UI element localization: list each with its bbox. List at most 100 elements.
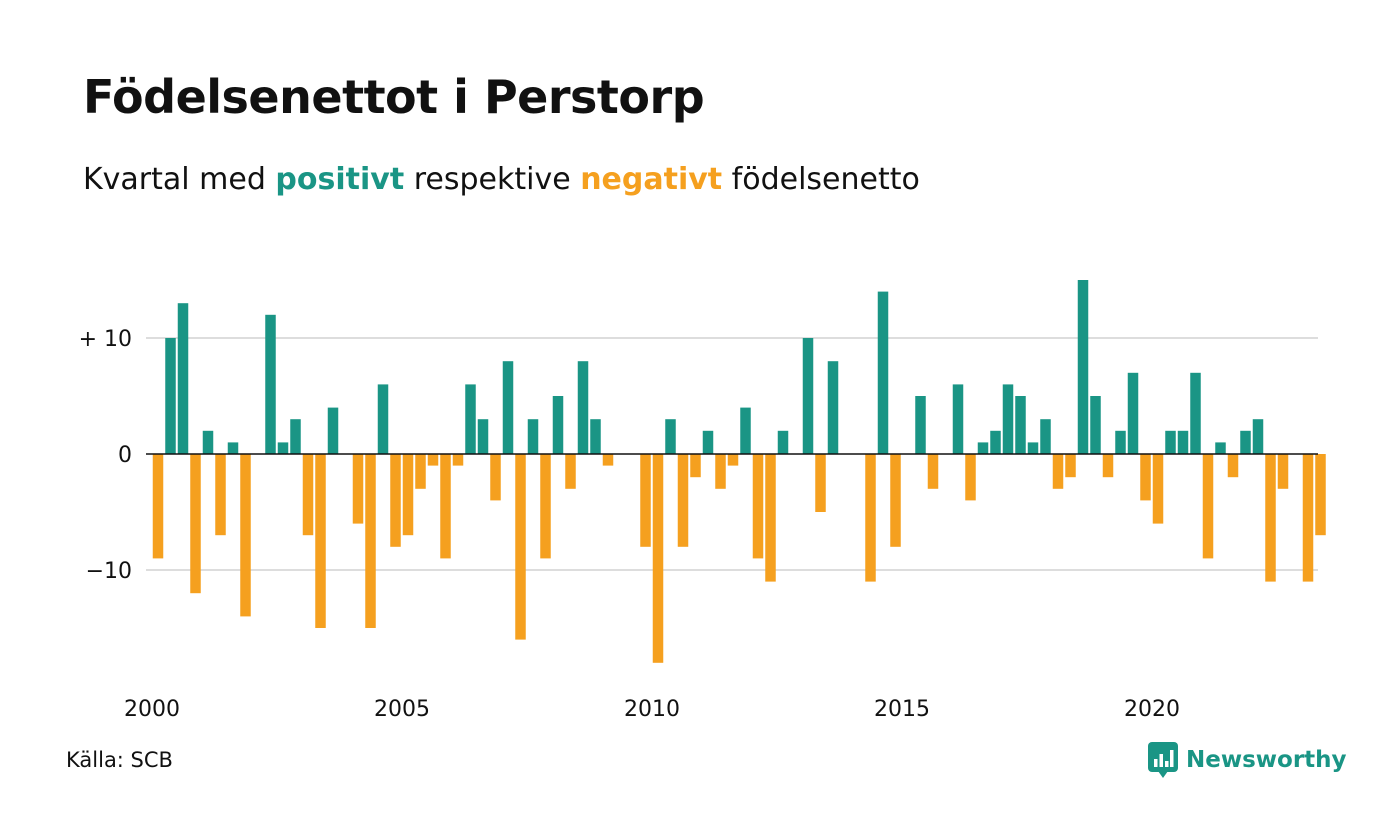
bar — [1052, 454, 1064, 489]
bar — [877, 291, 889, 454]
bar — [577, 361, 589, 454]
bar — [727, 454, 739, 466]
bar — [565, 454, 576, 489]
x-tick-label: 2020 — [1124, 697, 1180, 722]
bar — [1227, 454, 1239, 478]
subtitle-middle: respektive — [404, 162, 581, 197]
newsworthy-logo-icon — [1148, 742, 1178, 778]
bar — [1127, 372, 1139, 454]
bar — [440, 454, 451, 559]
bar — [702, 430, 714, 454]
bar — [527, 419, 539, 454]
y-tick-label: + 10 — [79, 327, 132, 352]
chart-title: Födelsenettot i Perstorp — [83, 70, 705, 124]
bar — [1265, 454, 1276, 582]
bar — [377, 384, 389, 454]
bar — [1027, 442, 1039, 454]
bar — [602, 454, 614, 466]
bar — [1277, 454, 1289, 489]
bar — [315, 454, 326, 628]
bar — [1115, 430, 1126, 454]
bar — [977, 442, 989, 454]
bar — [1202, 454, 1214, 559]
bar — [190, 454, 201, 594]
bar — [690, 454, 701, 478]
bar — [540, 454, 551, 559]
brand-logo: Newsworthy — [1148, 742, 1347, 778]
bar — [1215, 442, 1226, 454]
bar — [390, 454, 401, 547]
bar — [327, 407, 339, 454]
bar — [890, 454, 901, 547]
bar — [640, 454, 651, 547]
bar — [677, 454, 689, 547]
bar — [452, 454, 464, 466]
x-tick-label: 2005 — [374, 697, 430, 722]
bar — [815, 454, 826, 512]
bar — [352, 454, 364, 524]
source-note: Källa: SCB — [66, 748, 173, 772]
bar — [227, 442, 239, 454]
x-tick-label: 2015 — [874, 697, 930, 722]
x-tick-label: 2000 — [124, 697, 180, 722]
bar — [990, 430, 1001, 454]
bar — [165, 338, 176, 454]
bar — [777, 430, 789, 454]
bar — [415, 454, 426, 489]
bar — [240, 454, 251, 617]
bar — [1302, 454, 1314, 582]
bar — [177, 303, 189, 454]
bar — [1165, 430, 1176, 454]
x-tick-label: 2010 — [624, 697, 680, 722]
bar — [290, 419, 301, 454]
bar — [652, 454, 664, 663]
bar — [1002, 384, 1014, 454]
bar — [590, 419, 601, 454]
bar — [1190, 372, 1201, 454]
bar — [477, 419, 489, 454]
bar — [1040, 419, 1051, 454]
bar — [1240, 430, 1251, 454]
bar — [1177, 430, 1189, 454]
bar — [465, 384, 476, 454]
bar — [1140, 454, 1151, 501]
bar — [515, 454, 526, 640]
bar — [740, 407, 751, 454]
bar — [752, 454, 764, 559]
bar — [402, 454, 414, 536]
bar — [1152, 454, 1164, 524]
bar-chart: + 10 0 −10 2000 2005 2010 2015 2020 — [79, 280, 1326, 722]
bar — [827, 361, 839, 454]
bar — [490, 454, 501, 501]
subtitle-positive-word: positivt — [275, 162, 405, 197]
bar — [152, 454, 164, 559]
bar — [1315, 454, 1326, 536]
bar — [277, 442, 289, 454]
subtitle-negative-word: negativt — [580, 162, 723, 197]
bar — [765, 454, 776, 582]
bar — [865, 454, 876, 582]
bar — [552, 396, 564, 454]
bar — [502, 361, 514, 454]
bar — [1015, 396, 1026, 454]
bar — [927, 454, 939, 489]
bar — [715, 454, 726, 489]
chart-subtitle: Kvartal med positivt respektive negativt… — [83, 162, 920, 197]
y-tick-label: 0 — [118, 443, 132, 468]
bar — [1077, 280, 1089, 454]
bar — [802, 338, 814, 454]
bar — [427, 454, 439, 466]
bar — [1102, 454, 1114, 478]
subtitle-prefix: Kvartal med — [83, 162, 276, 197]
bar — [1090, 396, 1101, 454]
subtitle-suffix: födelsenetto — [722, 162, 920, 197]
bar — [665, 419, 676, 454]
bar — [365, 454, 376, 628]
bar — [215, 454, 226, 536]
y-tick-label: −10 — [86, 559, 132, 584]
bar — [1252, 419, 1264, 454]
bar — [965, 454, 976, 501]
bar — [302, 454, 314, 536]
bar — [1065, 454, 1076, 478]
bar — [202, 430, 214, 454]
